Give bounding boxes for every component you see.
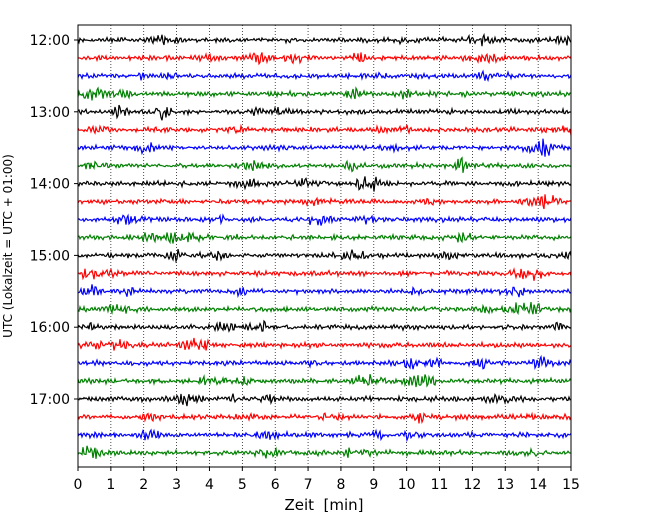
y-tick-label: 17:00: [30, 392, 70, 408]
trace-line: [77, 231, 572, 245]
x-tick-label: 15: [562, 477, 580, 493]
x-tick-label: 10: [398, 477, 416, 493]
x-tick-label: 8: [336, 477, 345, 493]
trace-line: [77, 176, 572, 192]
trace-line: [77, 374, 572, 388]
x-tick-label: 13: [496, 477, 514, 493]
x-axis: 0 1 2 3 4 5 6 7 8 9 10 11 12 13 14 15: [74, 467, 580, 493]
y-tick-label: 13:00: [30, 105, 70, 121]
plot-frame: [77, 24, 572, 468]
trace-line: [77, 319, 572, 333]
trace-line: [77, 69, 572, 83]
x-tick-label: 11: [431, 477, 449, 493]
trace-line: [77, 156, 572, 173]
y-tick-label: 15:00: [30, 248, 70, 264]
traces: [77, 32, 572, 459]
trace-line: [77, 194, 572, 210]
trace-line: [77, 411, 572, 425]
trace-line: [77, 32, 572, 47]
trace-line: [77, 267, 572, 281]
trace-line: [77, 392, 572, 407]
x-tick-label: 9: [369, 477, 378, 493]
trace-line: [77, 51, 572, 66]
x-tick-label: 1: [106, 477, 115, 493]
trace-line: [77, 123, 572, 136]
x-tick-label: 6: [271, 477, 280, 493]
x-tick-label: 3: [172, 477, 181, 493]
plot-area: [78, 25, 571, 467]
trace-line: [77, 104, 572, 121]
y-axis-label: UTC (Lokalzeit = UTC + 01:00): [1, 154, 15, 338]
trace-line: [77, 302, 572, 316]
x-tick-label: 5: [238, 477, 247, 493]
trace-line: [77, 284, 572, 299]
x-tick-label: 7: [304, 477, 313, 493]
x-tick-label: 12: [463, 477, 481, 493]
x-tick-label: 0: [74, 477, 83, 493]
x-tick-label: 4: [205, 477, 214, 493]
trace-line: [77, 445, 572, 459]
trace-line: [77, 213, 572, 226]
y-tick-label: 16:00: [30, 320, 70, 336]
y-axis: 12:00 13:00 14:00 15:00 16:00 17:00: [30, 33, 78, 408]
y-tick-label: 14:00: [30, 177, 70, 193]
x-tick-label: 2: [139, 477, 148, 493]
trace-line: [77, 354, 572, 371]
trace-line: [77, 428, 572, 443]
trace-line: [77, 337, 572, 351]
trace-line: [77, 138, 572, 157]
x-axis-label: Zeit [min]: [284, 496, 363, 514]
trace-line: [77, 86, 572, 101]
trace-line: [77, 248, 572, 264]
y-tick-label: 12:00: [30, 33, 70, 49]
x-tick-label: 14: [529, 477, 547, 493]
